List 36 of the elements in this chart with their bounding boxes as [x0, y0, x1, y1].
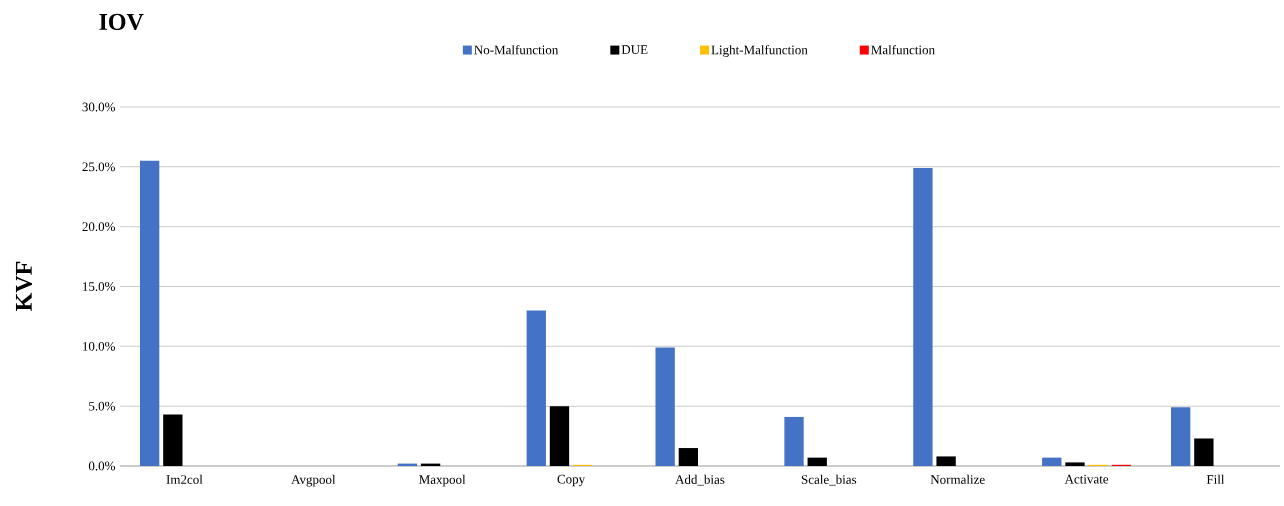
bar: [1171, 407, 1191, 466]
y-tick-label: 10.0%: [83, 341, 116, 351]
bar: [549, 406, 570, 466]
y-tick-label: 30.0%: [82, 102, 116, 112]
y-tick-label: 20.0%: [82, 222, 116, 232]
y-tick-label: 0.0%: [88, 461, 116, 471]
bar: [1194, 438, 1214, 466]
bar: [1065, 462, 1085, 466]
x-tick-label: Activate: [1064, 474, 1109, 484]
x-tick-label: Add_bias: [675, 474, 725, 486]
bar: [163, 414, 183, 466]
legend-label: DUE: [621, 45, 648, 54]
bar: [655, 347, 675, 466]
legend-label: Light-Malfunction: [711, 45, 808, 57]
y-axis-title: KVF: [15, 261, 33, 311]
bar: [1042, 457, 1062, 466]
y-tick-label: 15.0%: [83, 282, 116, 291]
bar: [678, 448, 699, 466]
y-tick-label: 25.0%: [82, 162, 116, 172]
x-tick-label: Normalize: [930, 474, 985, 484]
x-tick-label: Maxpool: [419, 474, 466, 487]
bar: [139, 160, 160, 466]
x-tick-label: Avgpool: [291, 474, 336, 487]
chart-title: IOV: [99, 13, 144, 31]
x-tick-label: Fill: [1206, 474, 1225, 484]
bar: [784, 416, 804, 466]
x-tick-label: Im2col: [166, 474, 203, 484]
bar: [807, 457, 827, 466]
bar: [936, 456, 956, 466]
y-tick-label: 5.0%: [89, 401, 116, 411]
legend-label: Malfunction: [871, 45, 935, 55]
x-tick-label: Copy: [557, 474, 586, 487]
bar: [913, 168, 933, 466]
bar: [526, 310, 546, 466]
x-tick-label: Scale_bias: [801, 474, 857, 486]
legend-label: No-Malfunction: [474, 45, 559, 55]
